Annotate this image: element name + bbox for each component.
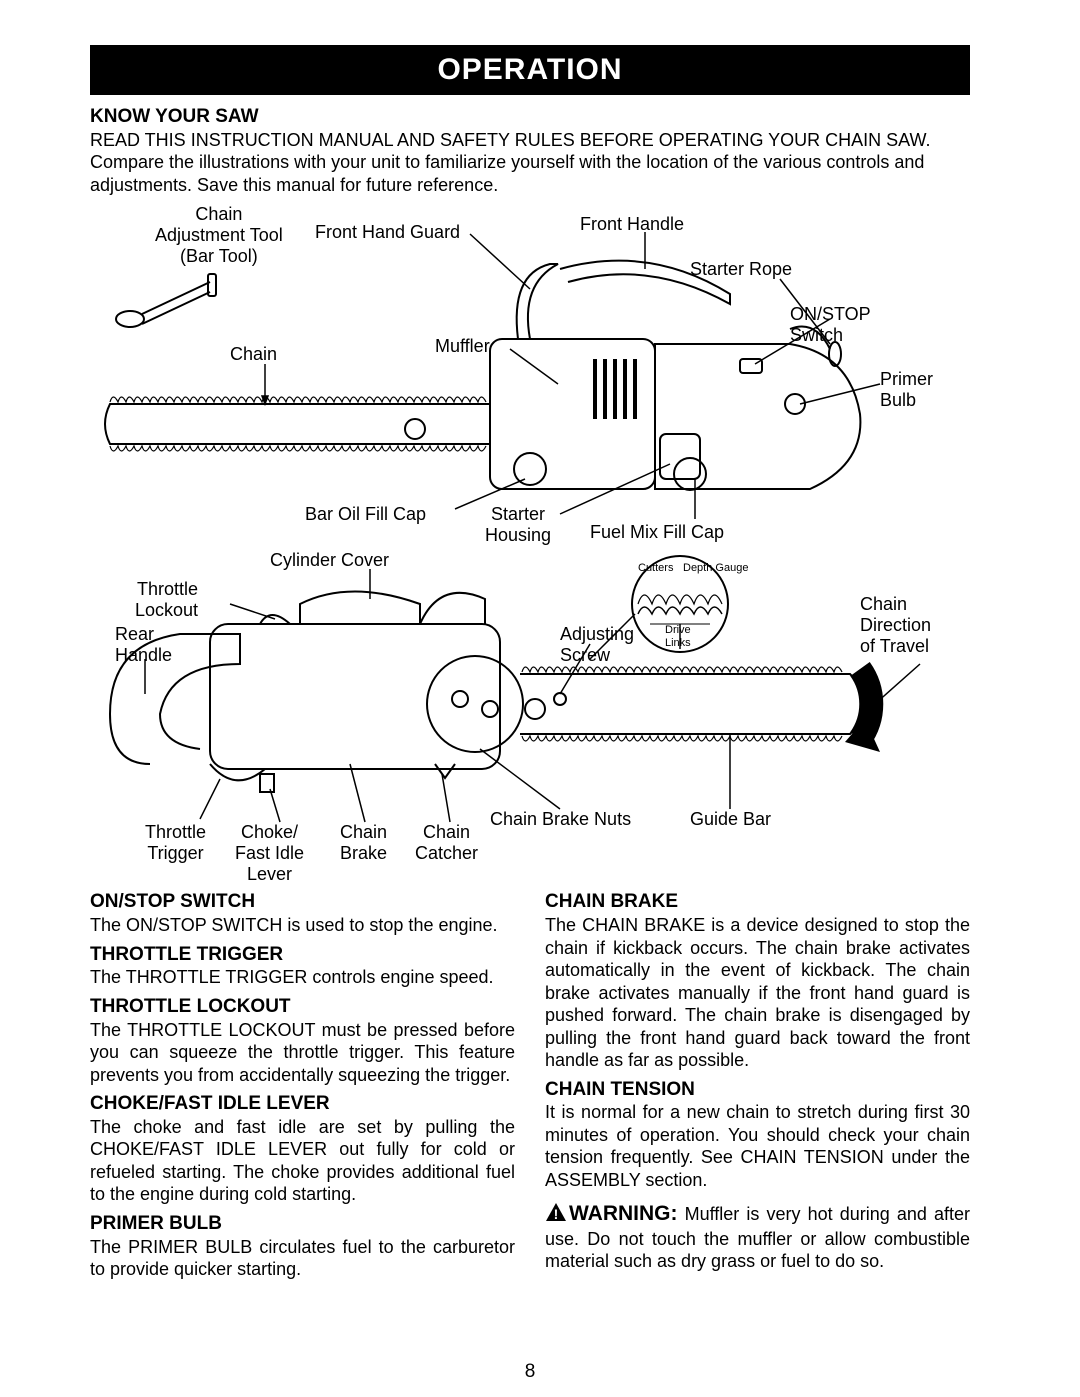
label-guide-bar: Guide Bar [690,809,771,830]
label-muffler: Muffler [435,336,490,357]
label-chain-brake-nuts: Chain Brake Nuts [490,809,631,830]
sec-body-primer: The PRIMER BULB circulates fuel to the c… [90,1236,515,1281]
sec-title-choke: CHOKE/FAST IDLE LEVER [90,1092,515,1116]
sec-title-throttle-lockout: THROTTLE LOCKOUT [90,995,515,1019]
sec-body-chain-brake: The CHAIN BRAKE is a device designed to … [545,914,970,1072]
label-choke-fast-idle: Choke/Fast IdleLever [235,822,304,884]
label-primer-bulb: PrimerBulb [880,369,933,410]
section-title: OPERATION [437,53,622,86]
label-depth-gauge: Depth Gauge [683,562,748,575]
label-cutters: Cutters [638,562,673,575]
label-throttle-lockout: ThrottleLockout [135,579,198,620]
svg-text:!: ! [554,1206,559,1222]
label-bar-oil-fill-cap: Bar Oil Fill Cap [305,504,426,525]
label-fuel-mix-fill-cap: Fuel Mix Fill Cap [590,522,724,543]
label-starter-rope: Starter Rope [690,259,792,280]
label-starter-housing: StarterHousing [485,504,551,545]
sec-body-choke: The choke and fast idle are set by pulli… [90,1116,515,1206]
warning-label: WARNING: [569,1202,678,1225]
text-columns: ON/STOP SWITCH The ON/STOP SWITCH is use… [90,884,970,1280]
sec-title-primer: PRIMER BULB [90,1212,515,1236]
label-front-handle: Front Handle [580,214,684,235]
label-drive-links: DriveLinks [665,624,691,649]
upper-chainsaw-body [105,261,860,490]
label-on-stop-switch: ON/STOPSwitch [790,304,871,345]
label-rear-handle: RearHandle [115,624,172,665]
label-throttle-trigger: ThrottleTrigger [145,822,206,863]
label-chain: Chain [230,344,277,365]
section-title-bar: OPERATION [90,45,970,95]
page-number: 8 [90,1361,970,1383]
left-column: ON/STOP SWITCH The ON/STOP SWITCH is use… [90,884,515,1280]
sec-body-throttle-lockout: The THROTTLE LOCKOUT must be pressed bef… [90,1019,515,1087]
label-cylinder-cover: Cylinder Cover [270,550,389,571]
sec-body-throttle-trigger: The THROTTLE TRIGGER controls engine spe… [90,966,515,989]
label-chain-direction: ChainDirectionof Travel [860,594,931,656]
sec-title-throttle-trigger: THROTTLE TRIGGER [90,943,515,967]
warning-block: ! WARNING: Muffler is very hot during an… [545,1201,970,1272]
label-front-hand-guard: Front Hand Guard [315,222,460,243]
sec-title-chain-tension: CHAIN TENSION [545,1078,970,1102]
sec-body-onstop: The ON/STOP SWITCH is used to stop the e… [90,914,515,937]
lower-chainsaw-body [110,556,880,792]
right-column: CHAIN BRAKE The CHAIN BRAKE is a device … [545,884,970,1280]
label-chain-catcher: ChainCatcher [415,822,478,863]
warning-icon: ! [545,1202,567,1222]
label-chain-adj-tool: ChainAdjustment Tool(Bar Tool) [155,204,283,266]
intro-body: READ THIS INSTRUCTION MANUAL AND SAFETY … [90,129,970,197]
sec-title-onstop: ON/STOP SWITCH [90,890,515,914]
label-chain-brake: ChainBrake [340,822,387,863]
intro-block: KNOW YOUR SAW READ THIS INSTRUCTION MANU… [90,105,970,196]
sec-title-chain-brake: CHAIN BRAKE [545,890,970,914]
sec-body-chain-tension: It is normal for a new chain to stretch … [545,1101,970,1191]
intro-title: KNOW YOUR SAW [90,105,970,129]
manual-page: OPERATION KNOW YOUR SAW READ THIS INSTRU… [90,45,990,1383]
bar-tool-icon [116,274,216,327]
diagram-area: ChainAdjustment Tool(Bar Tool) Front Han… [90,204,970,884]
label-adjusting-screw: AdjustingScrew [560,624,634,665]
